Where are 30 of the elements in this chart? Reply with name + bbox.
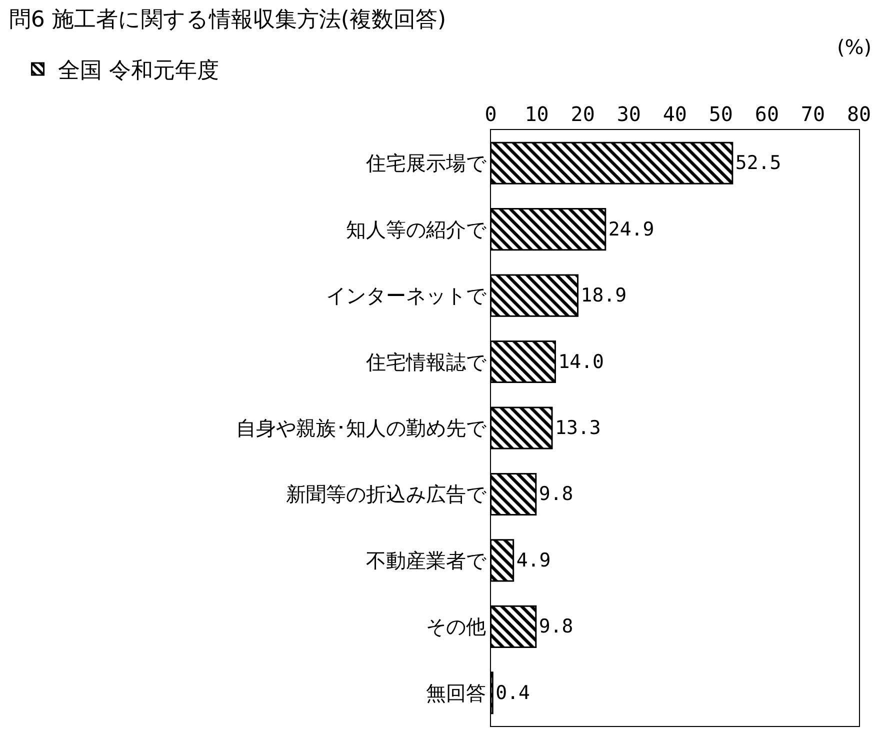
data-label: 9.8: [538, 616, 574, 638]
y-tick-label: インターネットで: [326, 284, 487, 308]
x-tick-label: 30: [616, 102, 641, 126]
y-tick-label: 住宅展示場で: [364, 151, 487, 176]
data-label: 4.9: [516, 549, 551, 572]
data-label: 18.9: [580, 284, 627, 307]
data-label: 52.5: [735, 152, 782, 174]
data-label: 24.9: [608, 218, 654, 240]
data-label: 14.0: [558, 350, 604, 373]
y-tick-label: 自身や親族･知人の勤め先で: [236, 416, 487, 440]
x-tick-label: 0: [484, 102, 497, 126]
x-tick-label: 10: [524, 102, 549, 126]
y-tick-label: 不動産業者で: [366, 548, 487, 572]
x-tick-label: 60: [754, 102, 779, 126]
data-label: 0.4: [496, 682, 530, 704]
text: 全国 令和元年度: [58, 58, 219, 84]
x-tick-label: 20: [570, 102, 595, 126]
x-tick-label: 40: [662, 102, 687, 126]
y-tick-label: 新聞等の折込み広告で: [286, 482, 487, 506]
x-tick-label: 50: [708, 102, 733, 126]
y-tick-label: 知人等の紹介で: [346, 217, 487, 242]
x-tick-label: 70: [800, 102, 826, 126]
y-tick-label: その他: [426, 614, 486, 639]
y-tick-label: 住宅情報誌で: [364, 350, 487, 374]
data-label: 13.3: [555, 417, 601, 439]
text: (%): [837, 35, 872, 59]
y-tick-label: 無回答: [426, 680, 486, 705]
text: 問6 施工者に関する情報収集方法(複数回答): [8, 8, 446, 33]
x-tick-label: 80: [846, 102, 872, 126]
data-label: 9.8: [538, 483, 574, 506]
